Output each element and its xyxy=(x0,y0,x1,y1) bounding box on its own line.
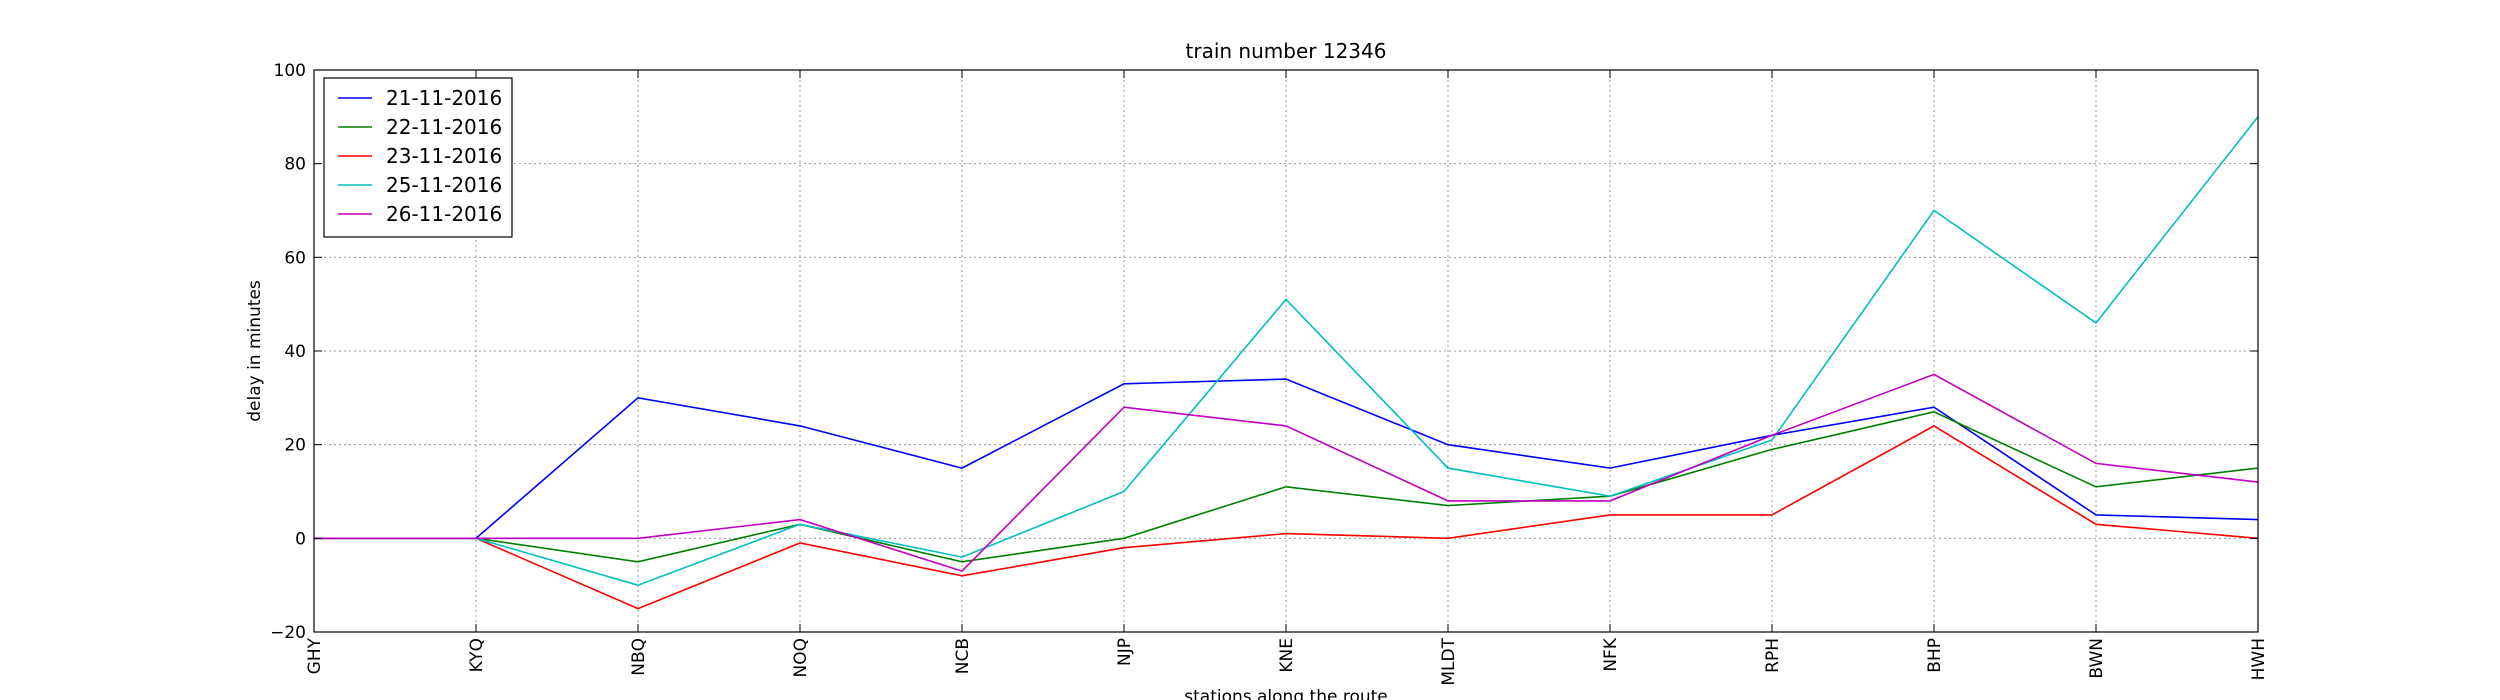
y-tick-label: 0 xyxy=(295,529,306,549)
x-tick-label: NBQ xyxy=(629,638,649,676)
series-line-23-11-2016 xyxy=(314,424,2259,610)
x-tick-label: BHP xyxy=(1925,638,1945,673)
x-tick-label: NFK xyxy=(1601,637,1621,671)
y-axis-ticks: −20 0 20 40 60 80 100 xyxy=(270,61,2258,643)
series-line-26-11-2016 xyxy=(314,373,2259,573)
x-tick-label: MLDT xyxy=(1439,637,1459,685)
x-tick-label: GHY xyxy=(305,637,325,674)
legend: 21-11-2016 22-11-2016 23-11-2016 25-11-2016… xyxy=(323,77,513,238)
y-tick-label: 60 xyxy=(284,248,306,268)
series-line-22-11-2016 xyxy=(314,411,2259,563)
y-tick-label: 100 xyxy=(274,61,306,81)
x-tick-label: KYQ xyxy=(467,638,487,672)
y-axis-label: delay in minutes xyxy=(245,280,265,422)
x-tick-label: NOQ xyxy=(791,638,811,677)
series-line-21-11-2016 xyxy=(314,378,2259,540)
legend-label: 22-11-2016 xyxy=(386,115,502,139)
chart-title: train number 12346 xyxy=(1186,39,1387,63)
x-tick-label: BWN xyxy=(2087,638,2107,679)
series-line-25-11-2016 xyxy=(314,116,2259,587)
x-tick-label: NCB xyxy=(953,638,973,674)
legend-box xyxy=(323,77,513,238)
x-tick-label: RPH xyxy=(1763,638,1783,673)
y-tick-label: 80 xyxy=(284,155,306,175)
y-tick-label: −20 xyxy=(270,623,306,643)
x-tick-label: NJP xyxy=(1115,638,1135,666)
x-tick-label: KNE xyxy=(1277,638,1297,673)
legend-label: 21-11-2016 xyxy=(386,86,502,110)
legend-label: 23-11-2016 xyxy=(386,144,502,168)
y-tick-label: 20 xyxy=(284,436,306,456)
series-group xyxy=(314,116,2259,610)
legend-label: 25-11-2016 xyxy=(386,173,502,197)
legend-label: 26-11-2016 xyxy=(386,202,502,226)
x-axis-label: stations along the route xyxy=(1184,687,1388,700)
grid xyxy=(314,70,2258,632)
x-axis-ticks: GHY KYQ NBQ NOQ NCB NJP KNE MLDT NFK RPH BHP BWN HWH xyxy=(305,70,2269,686)
x-tick-label: HWH xyxy=(2249,638,2269,680)
y-tick-label: 40 xyxy=(284,342,306,362)
